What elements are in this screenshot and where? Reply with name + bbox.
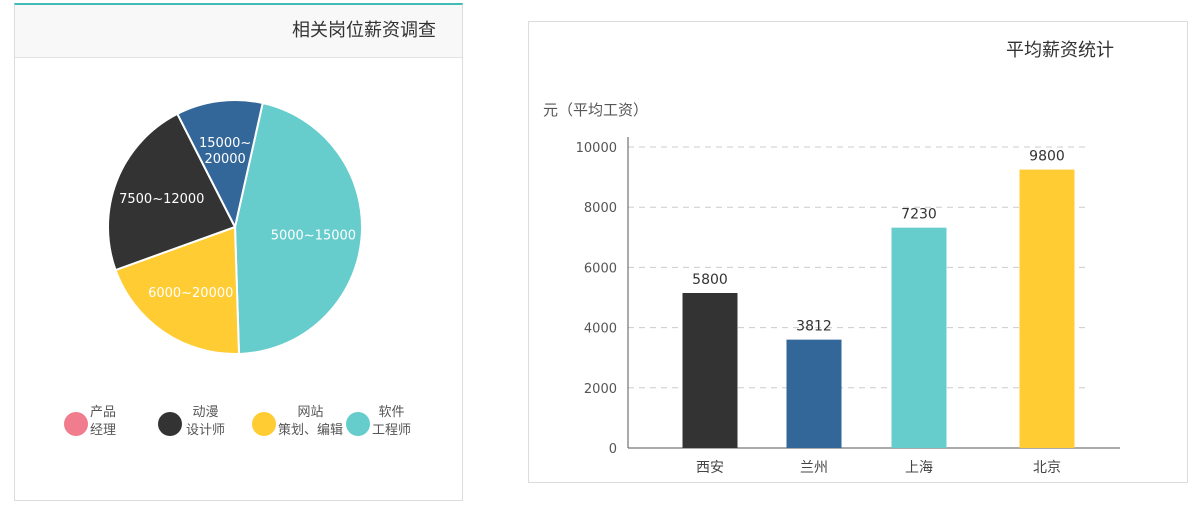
x-tick-label: 上海 [905, 460, 933, 476]
bar-value-label: 5800 [692, 272, 728, 288]
x-tick-label: 兰州 [800, 460, 828, 476]
bar [1020, 170, 1075, 448]
y-tick-label: 4000 [584, 322, 617, 337]
y-tick-label: 2000 [584, 382, 617, 397]
x-tick-label: 北京 [1033, 460, 1061, 476]
bar [683, 293, 738, 448]
bar-value-label: 3812 [796, 319, 832, 335]
bar [787, 340, 842, 448]
bar-value-label: 9800 [1029, 149, 1065, 165]
bar-value-label: 7230 [901, 207, 937, 223]
x-tick-label: 西安 [696, 460, 724, 476]
bar [892, 228, 947, 448]
y-tick-label: 10000 [576, 141, 617, 156]
y-tick-label: 8000 [584, 201, 617, 216]
y-tick-label: 0 [609, 442, 617, 457]
y-tick-label: 6000 [584, 261, 617, 276]
